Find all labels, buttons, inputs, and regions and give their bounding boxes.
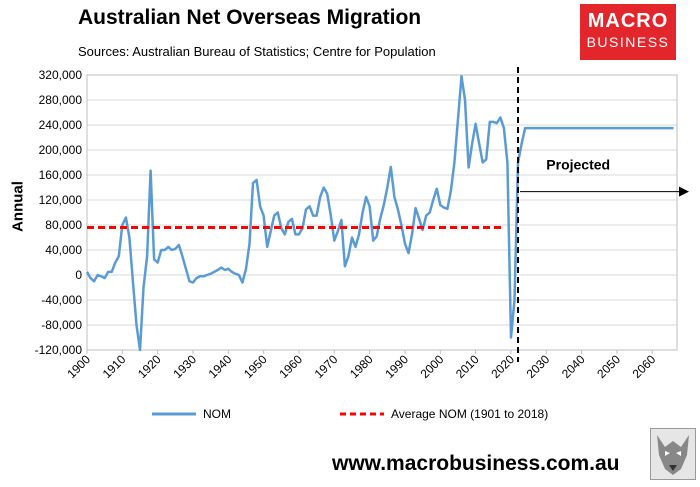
- x-tick-label: 2040: [559, 352, 588, 381]
- x-tick-label: 1910: [100, 352, 129, 381]
- projected-arrow-head: [679, 186, 689, 197]
- wolf-logo: [650, 428, 696, 480]
- y-tick-label: 80,000: [45, 218, 82, 232]
- plot-area-border: [86, 74, 678, 351]
- y-tick-label: 160,000: [39, 168, 83, 182]
- x-tick-label: 1990: [382, 352, 411, 381]
- x-tick-label: 1980: [347, 352, 376, 381]
- website-url: www.macrobusiness.com.au: [332, 452, 620, 475]
- axes: [86, 74, 678, 354]
- y-tick-label: 0: [75, 268, 82, 282]
- legend-average-label: Average NOM (1901 to 2018): [391, 407, 548, 421]
- projected-label: Projected: [546, 157, 610, 173]
- y-tick-label: 40,000: [45, 243, 82, 257]
- x-tick-label: 2010: [453, 352, 482, 381]
- legend-nom-label: NOM: [203, 407, 231, 421]
- y-tick-label: 200,000: [39, 143, 83, 157]
- x-tick-label: 2050: [594, 352, 623, 381]
- y-tick-label: 320,000: [39, 68, 83, 82]
- x-tick-labels: 1900 1910 1920 1930 1940 1950 1960 1970 1980 1990…: [64, 352, 658, 381]
- chart-title: Australian Net Overseas Migration: [78, 6, 422, 29]
- x-tick-label: 1970: [312, 352, 341, 381]
- legend: NOM Average NOM (1901 to 2018): [152, 407, 548, 421]
- logo-line-1: MACRO: [587, 10, 669, 32]
- logo-line-2: BUSINESS: [586, 34, 670, 50]
- y-tick-label: 240,000: [39, 118, 83, 132]
- nom-line: [85, 75, 674, 352]
- x-tick-label: 1940: [206, 352, 235, 381]
- x-tick-label: 2030: [524, 352, 553, 381]
- y-tick-label: 280,000: [39, 93, 83, 107]
- x-tick-label: 2000: [418, 352, 447, 381]
- y-tick-labels: -120,000 -80,000 -40,000 0 40,000 80,000 120,0…: [35, 68, 83, 357]
- wolf-icon: [657, 435, 689, 475]
- y-tick-label: 120,000: [39, 193, 83, 207]
- y-tick-label: -80,000: [41, 318, 82, 332]
- x-tick-label: 2060: [630, 352, 659, 381]
- y-tick-label: -40,000: [41, 293, 82, 307]
- x-tick-label: 2020: [488, 352, 517, 381]
- macrobusiness-logo: MACRO BUSINESS: [580, 4, 676, 60]
- series-layer: [85, 75, 674, 352]
- x-tick-label: 1950: [241, 352, 270, 381]
- x-tick-label: 1930: [170, 352, 199, 381]
- chart-subtitle: Sources: Australian Bureau of Statistics…: [78, 44, 436, 59]
- y-tick-label: -120,000: [35, 343, 83, 357]
- x-tick-label: 1960: [276, 352, 305, 381]
- annotations: Projected: [517, 67, 689, 362]
- x-tick-label: 1920: [135, 352, 164, 381]
